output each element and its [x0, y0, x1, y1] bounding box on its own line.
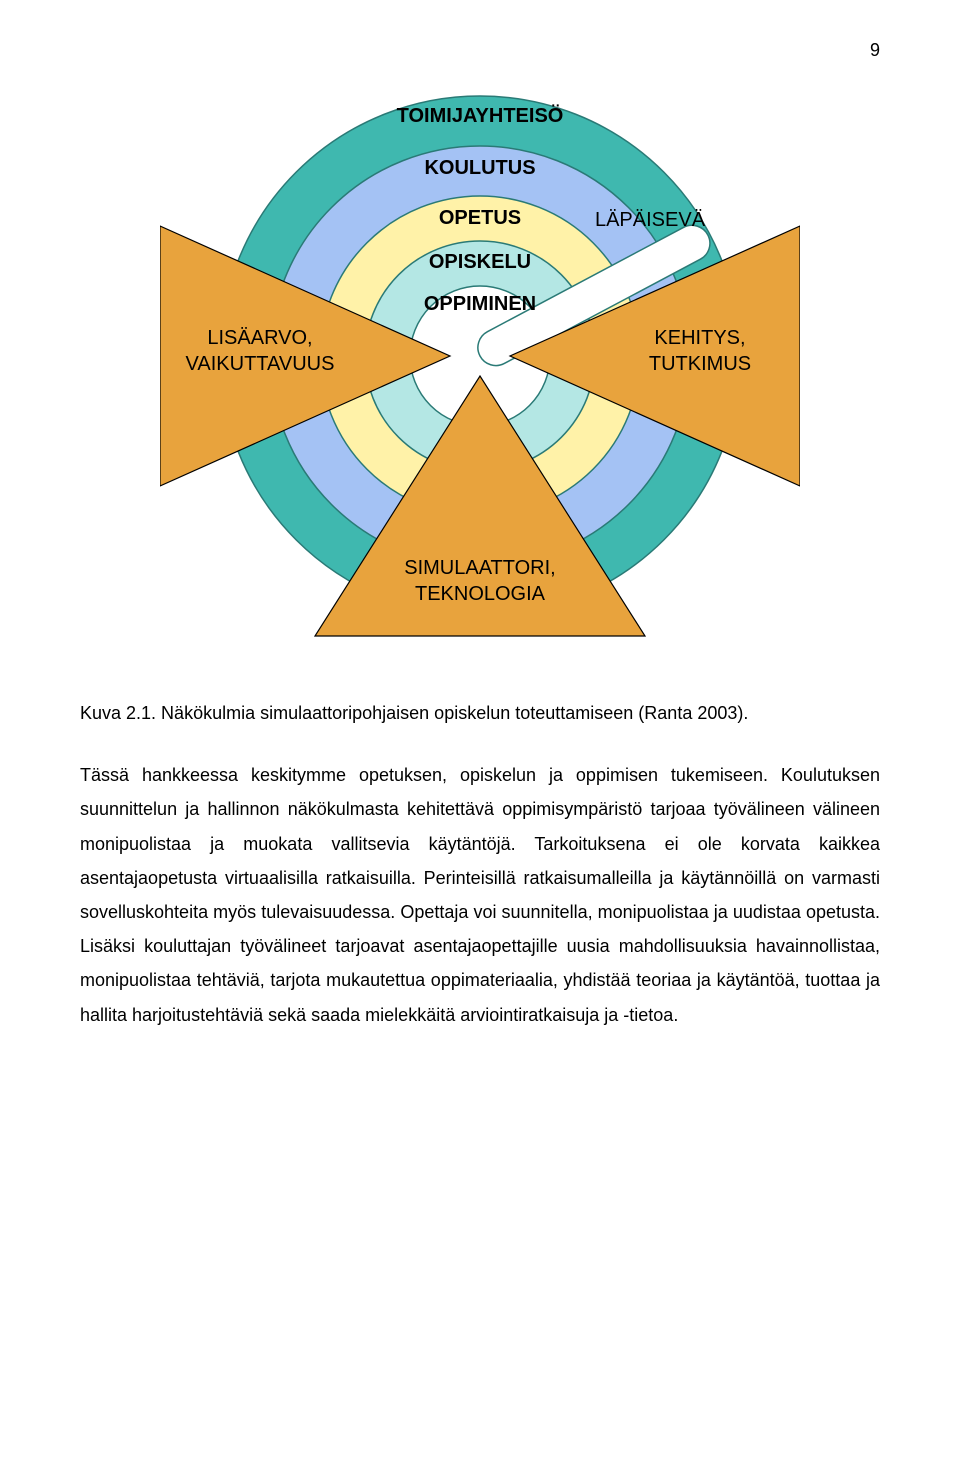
svg-text:LISÄARVO,: LISÄARVO, — [207, 327, 312, 349]
svg-text:VAIKUTTAVUUS: VAIKUTTAVUUS — [186, 353, 335, 375]
page-number: 9 — [80, 40, 880, 61]
svg-text:SIMULAATTORI,: SIMULAATTORI, — [404, 557, 556, 579]
svg-text:OPISKELU: OPISKELU — [429, 251, 531, 273]
svg-text:OPETUS: OPETUS — [439, 207, 521, 229]
svg-text:LÄPÄISEVÄ: LÄPÄISEVÄ — [595, 209, 706, 231]
svg-text:KEHITYS,: KEHITYS, — [654, 327, 745, 349]
figure-caption: Kuva 2.1. Näkökulmia simulaattoripohjais… — [80, 696, 880, 730]
concentric-diagram: TOIMIJAYHTEISÖ KOULUTUS OPETUS OPISKELU OPPI… — [160, 76, 800, 656]
svg-text:TEKNOLOGIA: TEKNOLOGIA — [415, 583, 546, 605]
svg-text:KOULUTUS: KOULUTUS — [424, 157, 535, 179]
svg-text:TOIMIJAYHTEISÖ: TOIMIJAYHTEISÖ — [397, 104, 564, 127]
svg-text:TUTKIMUS: TUTKIMUS — [649, 353, 751, 375]
body-paragraph: Tässä hankkeessa keskitymme opetuksen, o… — [80, 758, 880, 1032]
svg-text:OPPIMINEN: OPPIMINEN — [424, 293, 536, 315]
